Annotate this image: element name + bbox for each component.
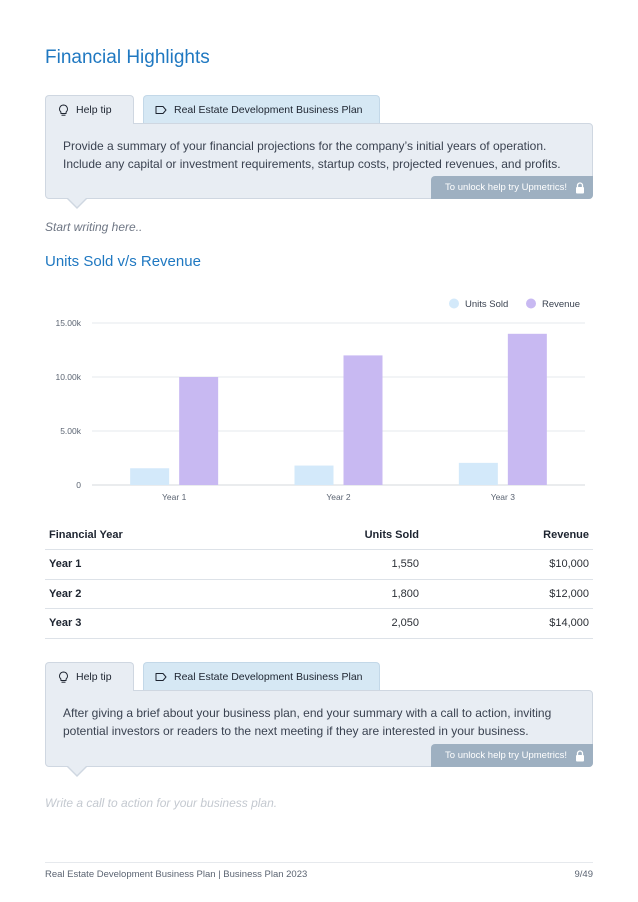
units-revenue-chart: 0 5.00k 10.00k 15.00k Year 1 Year 2 Year 3 Unit… xyxy=(45,290,593,510)
plan-tab-label: Real Estate Development Business Plan xyxy=(174,671,363,683)
legend-swatch xyxy=(449,298,459,309)
help-tip-body: After giving a brief about your business… xyxy=(45,690,593,767)
footer-document-title: Real Estate Development Business Plan | … xyxy=(45,869,308,880)
tag-icon xyxy=(155,104,167,116)
help-tip-tab[interactable]: Help tip xyxy=(45,95,134,124)
table-row: Year 1 1,550 $10,000 xyxy=(45,550,593,580)
financial-table: Financial Year Units Sold Revenue Year 1… xyxy=(45,520,593,639)
help-tip-label: Help tip xyxy=(76,104,112,116)
unlock-help-button[interactable]: To unlock help try Upmetrics! xyxy=(431,176,593,199)
unlock-label: To unlock help try Upmetrics! xyxy=(445,750,567,761)
row-units-sold: 2,050 xyxy=(391,617,419,630)
help-tip-box: Help tip Real Estate Development Busines… xyxy=(45,95,593,215)
unlock-label: To unlock help try Upmetrics! xyxy=(445,182,567,193)
y-tick-label: 0 xyxy=(76,480,81,490)
y-tick-label: 5.00k xyxy=(60,426,82,436)
bar-units-sold xyxy=(130,468,170,485)
header-revenue: Revenue xyxy=(543,528,589,541)
table-row: Year 3 2,050 $14,000 xyxy=(45,609,593,639)
lightbulb-icon xyxy=(57,103,69,116)
table-header-row: Financial Year Units Sold Revenue xyxy=(45,520,593,550)
help-tip-label: Help tip xyxy=(76,671,112,683)
row-revenue: $12,000 xyxy=(549,587,589,600)
lightbulb-icon xyxy=(57,670,69,683)
row-units-sold: 1,800 xyxy=(391,587,419,600)
row-year: Year 1 xyxy=(49,558,82,571)
header-units-sold: Units Sold xyxy=(364,528,419,541)
help-tip-tab[interactable]: Help tip xyxy=(45,662,134,691)
row-revenue: $10,000 xyxy=(549,558,589,571)
y-tick-label: 10.00k xyxy=(55,372,81,382)
tip-pointer xyxy=(67,198,87,209)
plan-tab[interactable]: Real Estate Development Business Plan xyxy=(143,662,380,691)
help-tip-text: After giving a brief about your business… xyxy=(63,706,552,738)
bar-revenue xyxy=(343,355,383,485)
tip-pointer xyxy=(67,766,87,777)
y-tick-label: 15.00k xyxy=(55,318,81,328)
plan-tab-label: Real Estate Development Business Plan xyxy=(174,104,363,116)
row-year: Year 3 xyxy=(49,617,82,630)
footer-divider xyxy=(45,862,593,863)
bar-units-sold xyxy=(294,465,334,485)
help-tip-box-2: Help tip Real Estate Development Busines… xyxy=(45,662,593,782)
tag-icon xyxy=(155,671,167,683)
help-tip-text: Provide a summary of your financial proj… xyxy=(63,139,561,171)
header-financial-year: Financial Year xyxy=(49,528,123,541)
legend-label: Units Sold xyxy=(465,299,508,310)
x-tick-label: Year 2 xyxy=(326,492,351,502)
call-to-action-placeholder[interactable]: Write a call to action for your business… xyxy=(45,796,278,810)
legend-swatch xyxy=(526,298,536,309)
page-title: Financial Highlights xyxy=(45,47,210,68)
summary-placeholder[interactable]: Start writing here.. xyxy=(45,220,143,234)
table-row: Year 2 1,800 $12,000 xyxy=(45,580,593,609)
x-tick-label: Year 3 xyxy=(491,492,516,502)
lock-icon xyxy=(575,181,585,194)
bar-units-sold xyxy=(458,462,498,485)
page-number: 9/49 xyxy=(574,869,594,880)
help-tip-body: Provide a summary of your financial proj… xyxy=(45,123,593,199)
row-revenue: $14,000 xyxy=(549,617,589,630)
bar-revenue xyxy=(179,377,219,485)
bar-revenue xyxy=(507,333,547,485)
row-units-sold: 1,550 xyxy=(391,558,419,571)
plan-tab[interactable]: Real Estate Development Business Plan xyxy=(143,95,380,124)
chart-title: Units Sold v/s Revenue xyxy=(45,253,201,270)
legend-label: Revenue xyxy=(542,299,580,310)
x-tick-label: Year 1 xyxy=(162,492,187,502)
lock-icon xyxy=(575,749,585,762)
chart-svg: 0 5.00k 10.00k 15.00k Year 1 Year 2 Year 3 Unit… xyxy=(55,298,585,502)
row-year: Year 2 xyxy=(49,587,82,600)
unlock-help-button[interactable]: To unlock help try Upmetrics! xyxy=(431,744,593,767)
